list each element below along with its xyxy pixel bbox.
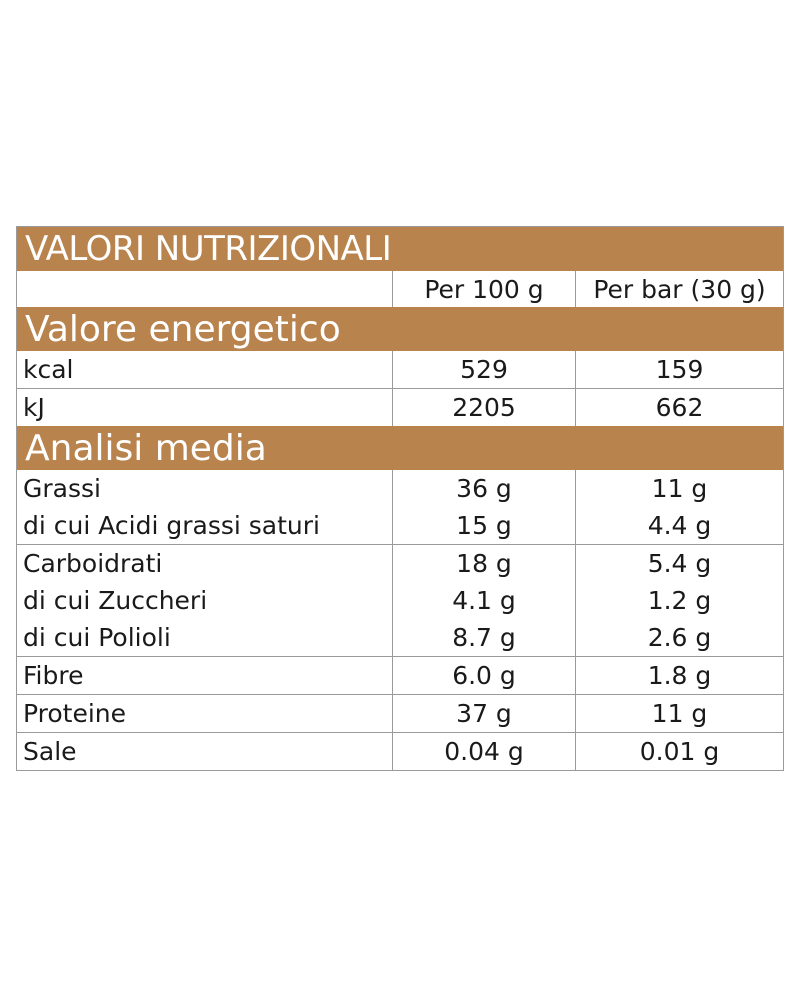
row-value-per100: 6.0 g	[452, 661, 516, 690]
table-row-group: Sale 0.04 g 0.01 g	[17, 732, 783, 770]
row-value-per100: 36 g	[456, 474, 512, 503]
group-values-perbar: 5.4 g 1.2 g 2.6 g	[576, 545, 783, 656]
table-row-group: Proteine 37 g 11 g	[17, 694, 783, 732]
row-label: Sale	[23, 737, 77, 766]
group-labels: Sale	[17, 733, 393, 770]
row-label: Proteine	[23, 699, 127, 728]
group-labels: Carboidrati di cui Zuccheri di cui Polio…	[17, 545, 393, 656]
group-values-perbar: 1.8 g	[576, 657, 783, 694]
section-title-analysis: Analisi media	[17, 426, 783, 470]
nutrition-table: VALORI NUTRIZIONALI Per 100 g Per bar (3…	[16, 226, 784, 771]
group-labels: Proteine	[17, 695, 393, 732]
row-value-perbar: 4.4 g	[647, 511, 712, 540]
row-value-per100: 37 g	[456, 699, 512, 728]
group-values-perbar: 0.01 g	[576, 733, 783, 770]
row-label: Grassi	[23, 474, 101, 503]
group-values-perbar: 11 g 4.4 g	[576, 470, 783, 544]
row-value-per100: 18 g	[456, 549, 512, 578]
row-value-per100: 8.7 g	[452, 623, 516, 652]
row-value-per100: 529	[393, 351, 576, 388]
row-value-per100: 15 g	[456, 511, 512, 540]
row-label: di cui Acidi grassi saturi	[23, 511, 320, 540]
group-values-per100: 0.04 g	[393, 733, 576, 770]
row-value-per100: 4.1 g	[452, 586, 516, 615]
column-header-empty	[17, 271, 393, 307]
table-row-group: Carboidrati di cui Zuccheri di cui Polio…	[17, 544, 783, 656]
row-label: kJ	[17, 389, 393, 426]
row-value-perbar: 5.4 g	[647, 549, 712, 578]
section-title-energy: Valore energetico	[17, 307, 783, 351]
row-label: kcal	[17, 351, 393, 388]
row-value-per100: 2205	[393, 389, 576, 426]
row-label: di cui Zuccheri	[23, 586, 208, 615]
group-values-per100: 37 g	[393, 695, 576, 732]
table-row: kJ 2205 662	[17, 388, 783, 426]
group-values-perbar: 11 g	[576, 695, 783, 732]
table-row-group: Grassi di cui Acidi grassi saturi 36 g 1…	[17, 470, 783, 544]
row-value-perbar: 0.01 g	[639, 737, 720, 766]
table-row: kcal 529 159	[17, 351, 783, 388]
group-labels: Grassi di cui Acidi grassi saturi	[17, 470, 393, 544]
column-header-perbar: Per bar (30 g)	[593, 274, 766, 304]
row-value-perbar: 11 g	[651, 474, 708, 503]
group-values-per100: 6.0 g	[393, 657, 576, 694]
row-value-perbar: 11 g	[651, 699, 708, 728]
row-value-perbar: 1.2 g	[647, 586, 712, 615]
row-value-perbar: 1.8 g	[647, 661, 712, 690]
group-values-per100: 18 g 4.1 g 8.7 g	[393, 545, 576, 656]
group-values-per100: 36 g 15 g	[393, 470, 576, 544]
table-title: VALORI NUTRIZIONALI	[17, 227, 783, 271]
column-header-per100: Per 100 g	[393, 271, 576, 307]
group-labels: Fibre	[17, 657, 393, 694]
row-value-perbar: 159	[655, 355, 704, 384]
row-label: Carboidrati	[23, 549, 163, 578]
row-value-perbar: 2.6 g	[647, 623, 712, 652]
column-header-row: Per 100 g Per bar (30 g)	[17, 271, 783, 307]
table-row-group: Fibre 6.0 g 1.8 g	[17, 656, 783, 694]
row-label: di cui Polioli	[23, 623, 171, 652]
row-value-perbar: 662	[655, 393, 704, 422]
row-value-per100: 0.04 g	[444, 737, 524, 766]
row-label: Fibre	[23, 661, 84, 690]
